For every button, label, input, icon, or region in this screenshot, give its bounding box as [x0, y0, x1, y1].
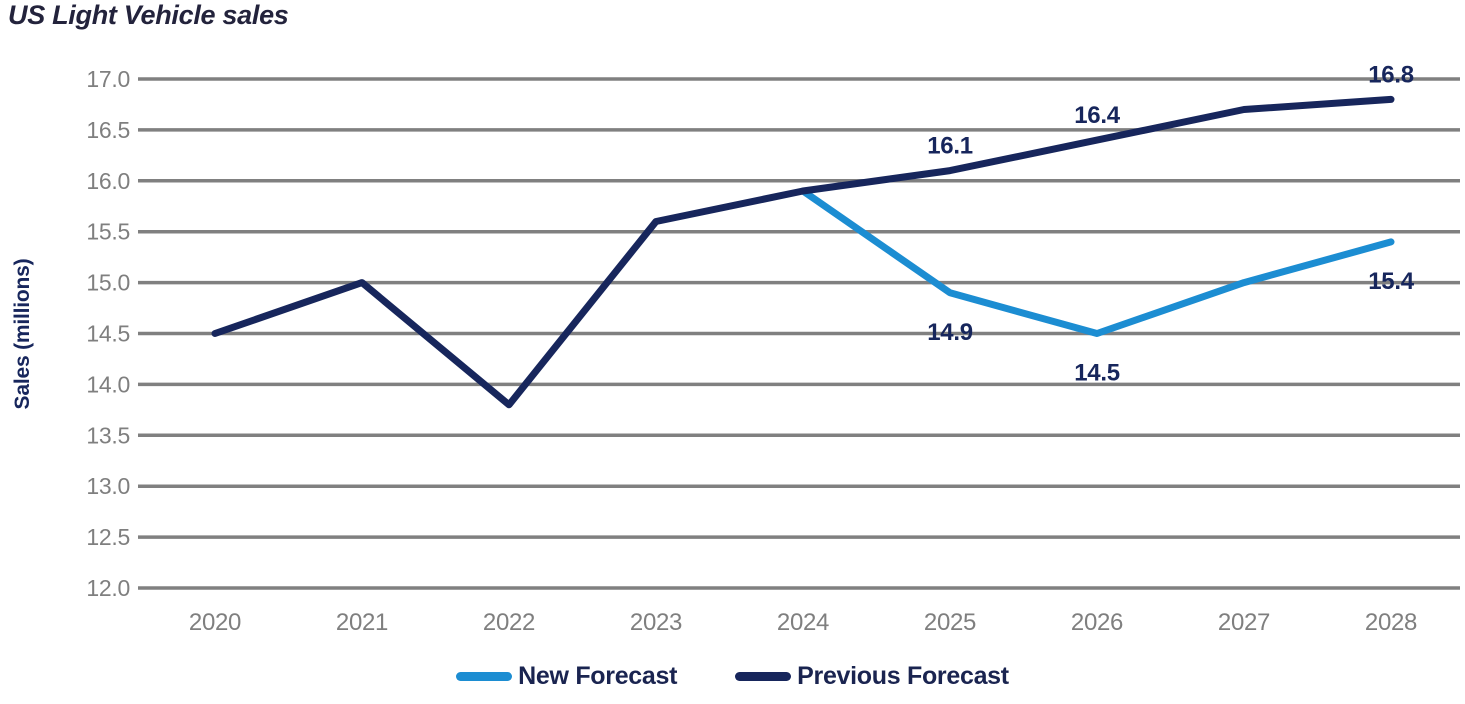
y-tick-label: 15.5 [86, 219, 130, 245]
data-label: 16.1 [927, 133, 973, 160]
x-tick-label: 2024 [777, 609, 829, 636]
x-tick-label: 2027 [1218, 609, 1270, 636]
series-lines [211, 95, 1395, 409]
legend-item-new-forecast: New Forecast [456, 662, 677, 691]
y-tick-labels: 17.0 16.5 16.0 15.5 15.0 14.5 14.0 13.5 13.0 12.5… [86, 66, 130, 601]
x-tick-label: 2028 [1365, 609, 1417, 636]
x-tick-label: 2020 [189, 609, 241, 636]
data-label: 16.8 [1368, 61, 1414, 88]
data-label: 14.5 [1074, 360, 1120, 387]
y-tick-label: 13.5 [86, 422, 130, 448]
data-label: 15.4 [1368, 268, 1414, 295]
legend-label: New Forecast [518, 662, 678, 690]
previous-forecast-line [211, 95, 1395, 409]
x-tick-label: 2026 [1071, 609, 1123, 636]
previous-forecast-line-swatch [735, 672, 792, 681]
y-tick-label: 13.0 [86, 473, 130, 499]
legend-item-previous-forecast: Previous Forecast [735, 662, 1009, 691]
x-tick-label: 2022 [483, 609, 535, 636]
new-forecast-line-swatch [456, 672, 513, 681]
y-tick-label: 17.0 [86, 66, 130, 92]
x-tick-label: 2021 [336, 609, 388, 636]
legend-label: Previous Forecast [797, 662, 1009, 690]
y-tick-label: 14.5 [86, 321, 130, 347]
x-tick-label: 2023 [630, 609, 682, 636]
data-labels: 14.9 14.5 15.4 16.1 16.4 16.8 [927, 61, 1415, 387]
x-tick-labels: 2020 2021 2022 2023 2024 2025 2026 2027 2028 [189, 609, 1418, 636]
y-tick-label: 12.0 [86, 575, 130, 601]
data-label: 14.9 [927, 319, 973, 346]
y-tick-label: 12.5 [86, 524, 130, 550]
y-tick-label: 16.5 [86, 117, 130, 143]
x-tick-label: 2025 [924, 609, 976, 636]
y-tick-label: 16.0 [86, 168, 130, 194]
y-tick-label: 14.0 [86, 371, 130, 397]
legend: New Forecast Previous Forecast [0, 662, 1465, 691]
data-label: 16.4 [1074, 102, 1120, 129]
y-tick-label: 15.0 [86, 270, 130, 296]
gridlines [138, 77, 1460, 590]
chart-title: US Light Vehicle sales [8, 0, 289, 30]
new-forecast-line [799, 187, 1395, 337]
